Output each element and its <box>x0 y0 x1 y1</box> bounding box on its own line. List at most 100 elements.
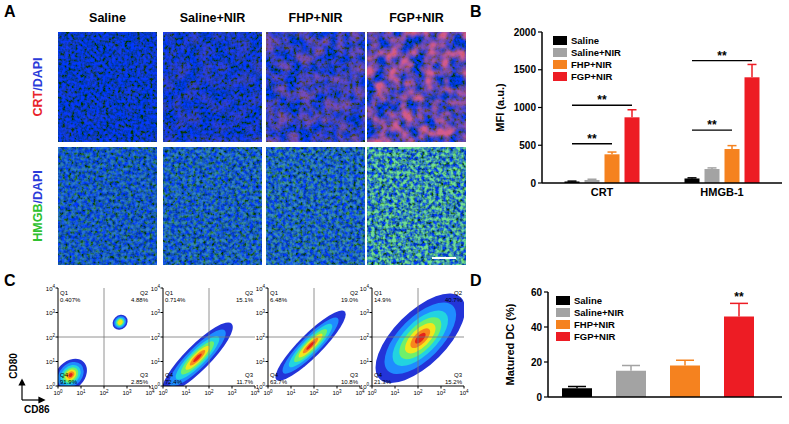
tick-exponent: 0 <box>52 382 55 387</box>
density-contour <box>58 352 93 386</box>
tick-exponent: 3 <box>339 389 342 394</box>
quadrant-value: 19.0% <box>341 297 359 303</box>
x-tick-label: 104 <box>250 389 260 397</box>
quadrant-value: 15.1% <box>236 297 254 303</box>
x-axis-label: CD86 <box>24 404 50 415</box>
column-header: Saline+NIR <box>180 11 246 25</box>
legend-label: Saline <box>571 35 599 46</box>
tick-exponent: 3 <box>157 309 160 314</box>
counterstain-label: /DAPI <box>31 57 45 90</box>
y-axis-label: Matured DC (%) <box>504 303 516 385</box>
row-label: HMGB/DAPI <box>31 170 45 242</box>
bar <box>725 149 740 183</box>
dapi-channel <box>266 147 365 265</box>
tick-exponent: 2 <box>420 389 423 394</box>
density-contour <box>188 348 207 367</box>
x-tick-label: 102 <box>99 389 109 397</box>
y-tick <box>266 312 269 313</box>
density-contour <box>373 291 464 386</box>
quadrant-value: 10.8% <box>341 379 359 385</box>
quadrant-name: Q1 <box>165 290 174 296</box>
legend-swatch <box>556 320 570 329</box>
micrograph <box>163 147 262 265</box>
density-contour <box>383 301 457 375</box>
x-tick <box>395 386 396 389</box>
density-contour <box>372 288 464 386</box>
bar <box>625 117 640 183</box>
quadrant-value: 6.48% <box>270 297 288 303</box>
column-header: FHP+NIR <box>289 11 343 25</box>
page: {"figure": { "panel_labels": ["A", "B", … <box>0 0 789 424</box>
quadrant-name: Q2 <box>245 290 254 296</box>
y-tick-label: 0 <box>536 392 542 403</box>
y-tick <box>370 386 373 387</box>
error-bar <box>568 387 586 389</box>
tick-exponent: 4 <box>157 284 160 289</box>
legend: SalineSaline+NIRFHP+NIRFGP+NIR <box>556 295 624 342</box>
y-tick <box>161 312 164 313</box>
tick-exponent: 0 <box>270 389 273 394</box>
x-tick-label: 100 <box>263 389 273 397</box>
bar <box>616 371 646 397</box>
tick-exponent: 2 <box>366 333 369 338</box>
tick-exponent: 1 <box>293 389 296 394</box>
error-cap <box>676 360 694 362</box>
quadrant-value: 14.9% <box>374 297 392 303</box>
y-tick-label: 104 <box>46 284 56 292</box>
density-contour <box>68 372 73 377</box>
quadrant-name: Q1 <box>60 290 69 296</box>
significance-label: ** <box>717 49 727 63</box>
density-contour <box>114 316 127 329</box>
legend-label: Saline+NIR <box>574 307 624 318</box>
quadrant-name: Q3 <box>245 372 254 378</box>
error-bar <box>730 303 748 316</box>
density-contour <box>301 336 320 355</box>
quadrant-value: 4.88% <box>131 297 149 303</box>
y-tick <box>370 337 373 338</box>
tick-exponent: 2 <box>52 333 55 338</box>
x-tick-label: 102 <box>204 389 214 397</box>
density <box>163 315 241 386</box>
y-tick-label: 103 <box>151 309 161 317</box>
y-tick-label: 20 <box>531 357 543 368</box>
density-contour <box>183 343 212 372</box>
signal-channel <box>266 147 365 265</box>
dapi-channel <box>266 32 365 142</box>
x-tick-label: 103 <box>227 389 237 397</box>
error-cap <box>608 151 617 153</box>
y-tick-label: 2000 <box>514 27 537 38</box>
y-tick-label: 104 <box>151 284 161 292</box>
error-stem <box>630 366 632 371</box>
y-tick-label: 103 <box>360 309 370 317</box>
error-bar <box>748 64 757 77</box>
quadrant-name: Q2 <box>140 290 149 296</box>
counterstain-label: /DAPI <box>31 170 45 203</box>
y-tick <box>161 288 164 289</box>
error-stem <box>631 110 633 118</box>
tick-exponent: 4 <box>262 284 265 289</box>
quadrant-value: 0.407% <box>60 297 81 303</box>
category-label: CRT <box>591 186 614 198</box>
density-contour <box>177 338 218 379</box>
y-tick <box>544 326 548 327</box>
y-tick <box>538 69 542 70</box>
y-tick-label: 60 <box>531 287 543 298</box>
quadrant-name: Q3 <box>140 372 149 378</box>
y-tick-label: 100 <box>360 382 370 390</box>
scale-bar <box>432 257 456 259</box>
dapi-channel <box>58 32 157 142</box>
quadrant-value: 63.7% <box>270 379 288 385</box>
bar <box>724 317 754 398</box>
error-bar <box>608 152 617 154</box>
y-tick-label: 102 <box>256 333 266 341</box>
x-tick-label: 100 <box>158 389 168 397</box>
axis-arrow <box>21 382 22 400</box>
significance-label: ** <box>707 118 717 132</box>
error-stem <box>751 64 753 77</box>
error-cap <box>748 64 757 66</box>
gate-line <box>372 337 464 338</box>
quadrant-name: Q4 <box>165 372 174 378</box>
density-contour <box>117 319 124 326</box>
density-contour <box>58 357 89 386</box>
tick-exponent: 0 <box>374 389 377 394</box>
